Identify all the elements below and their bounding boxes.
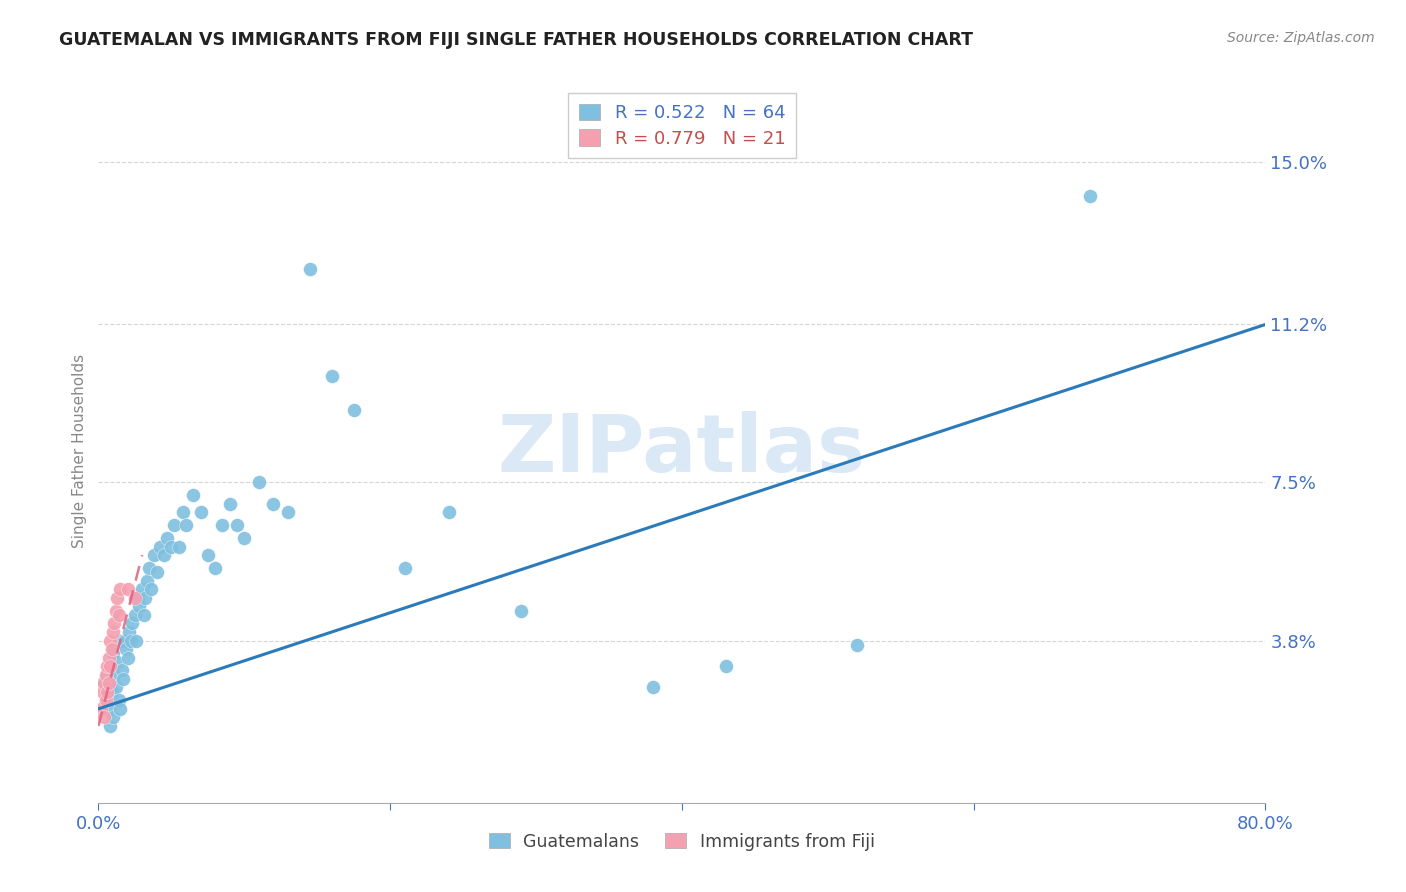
- Point: [394, 561, 416, 575]
- Point: [110, 582, 132, 597]
- Point: [218, 497, 240, 511]
- Point: [124, 607, 146, 622]
- Point: [714, 659, 737, 673]
- Point: [114, 633, 136, 648]
- Point: [131, 582, 153, 597]
- Point: [90, 702, 112, 716]
- Point: [105, 591, 128, 605]
- Point: [111, 664, 134, 678]
- Point: [153, 548, 176, 562]
- Point: [190, 505, 212, 519]
- Point: [128, 599, 150, 614]
- Point: [204, 561, 226, 575]
- Point: [97, 702, 120, 716]
- Point: [226, 518, 249, 533]
- Point: [211, 518, 233, 533]
- Point: [167, 540, 190, 554]
- Point: [233, 531, 256, 545]
- Point: [115, 642, 138, 657]
- Point: [510, 604, 533, 618]
- Point: [321, 368, 343, 383]
- Point: [117, 650, 139, 665]
- Point: [138, 561, 160, 575]
- Point: [103, 667, 125, 681]
- Point: [96, 667, 118, 681]
- Point: [277, 505, 299, 519]
- Point: [172, 505, 194, 519]
- Point: [100, 642, 122, 657]
- Point: [94, 667, 117, 681]
- Point: [139, 582, 162, 597]
- Point: [94, 693, 117, 707]
- Point: [98, 659, 121, 673]
- Point: [108, 693, 131, 707]
- Point: [91, 676, 114, 690]
- Point: [93, 710, 115, 724]
- Point: [120, 633, 142, 648]
- Point: [101, 646, 124, 660]
- Point: [181, 488, 204, 502]
- Point: [101, 710, 124, 724]
- Point: [101, 624, 124, 639]
- Point: [108, 607, 131, 622]
- Point: [96, 659, 118, 673]
- Text: ZIPatlas: ZIPatlas: [498, 411, 866, 490]
- Point: [135, 574, 157, 588]
- Point: [146, 565, 169, 579]
- Point: [98, 633, 121, 648]
- Point: [98, 659, 121, 673]
- Point: [174, 518, 197, 533]
- Point: [118, 624, 141, 639]
- Point: [262, 497, 284, 511]
- Point: [91, 685, 114, 699]
- Point: [142, 548, 165, 562]
- Point: [93, 676, 115, 690]
- Point: [134, 591, 156, 605]
- Text: Source: ZipAtlas.com: Source: ZipAtlas.com: [1227, 31, 1375, 45]
- Point: [163, 518, 186, 533]
- Text: GUATEMALAN VS IMMIGRANTS FROM FIJI SINGLE FATHER HOUSEHOLDS CORRELATION CHART: GUATEMALAN VS IMMIGRANTS FROM FIJI SINGL…: [59, 31, 973, 49]
- Point: [124, 591, 146, 605]
- Point: [105, 655, 128, 669]
- Point: [298, 262, 321, 277]
- Point: [100, 685, 122, 699]
- Point: [96, 685, 118, 699]
- Point: [846, 638, 869, 652]
- Point: [197, 548, 219, 562]
- Legend: Guatemalans, Immigrants from Fiji: Guatemalans, Immigrants from Fiji: [482, 826, 882, 857]
- Point: [104, 681, 127, 695]
- Point: [125, 633, 148, 648]
- Point: [132, 607, 155, 622]
- Point: [149, 540, 172, 554]
- Point: [641, 681, 664, 695]
- Point: [110, 702, 132, 716]
- Point: [110, 633, 132, 648]
- Point: [156, 531, 179, 545]
- Point: [437, 505, 460, 519]
- Point: [117, 582, 139, 597]
- Point: [343, 403, 366, 417]
- Y-axis label: Single Father Households: Single Father Households: [72, 353, 87, 548]
- Point: [97, 676, 120, 690]
- Point: [104, 604, 127, 618]
- Point: [112, 672, 135, 686]
- Point: [97, 650, 120, 665]
- Point: [98, 719, 121, 733]
- Point: [127, 591, 149, 605]
- Point: [94, 689, 117, 703]
- Point: [103, 616, 125, 631]
- Point: [1080, 189, 1102, 203]
- Point: [247, 475, 270, 490]
- Point: [160, 540, 183, 554]
- Point: [121, 616, 143, 631]
